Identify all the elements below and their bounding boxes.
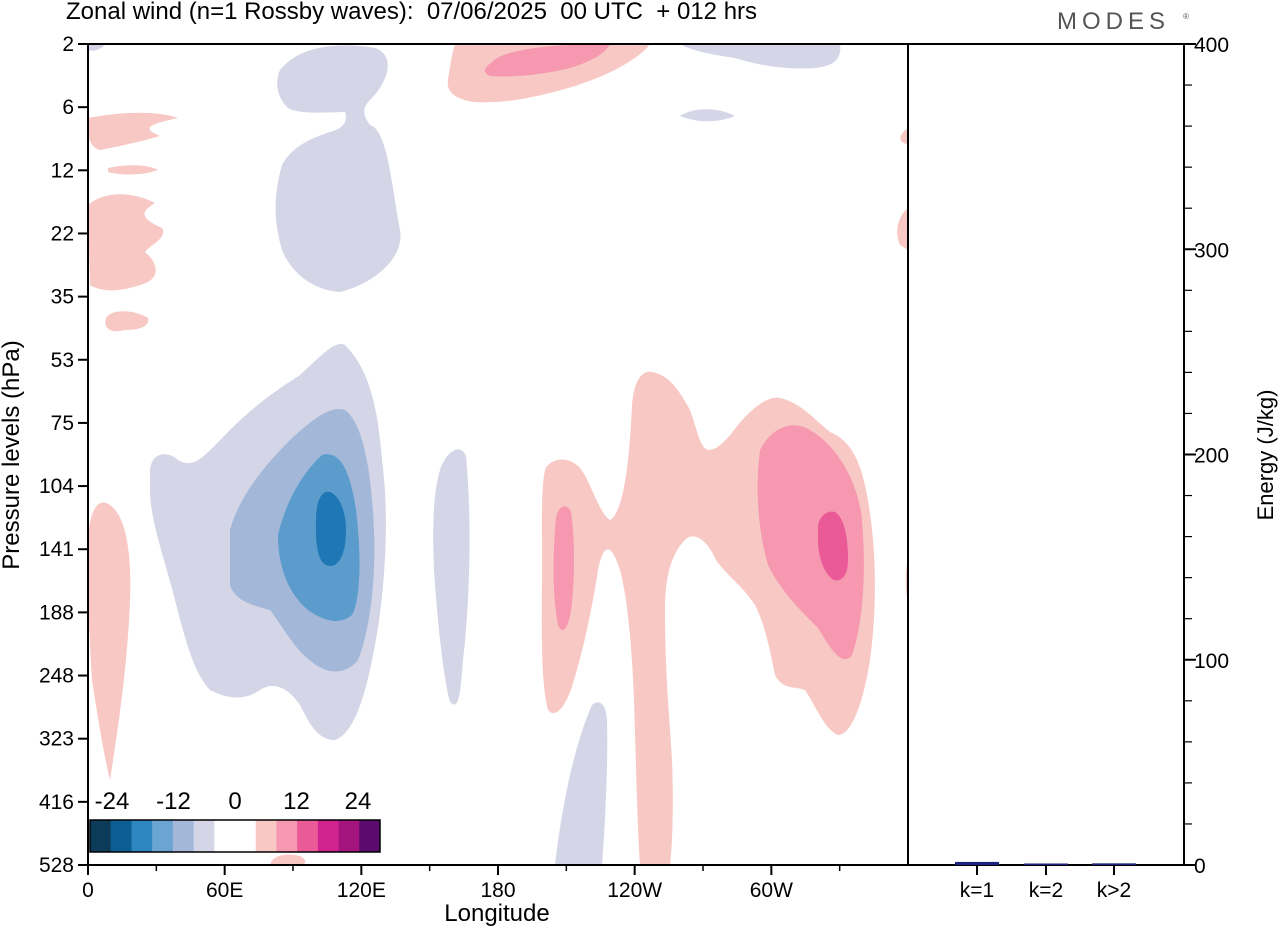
y-tick-label: 141 [39, 538, 74, 561]
neg-contour-main-l4 [315, 491, 346, 566]
pos-contour-main-l2-right [757, 425, 864, 660]
x-tick-label: 0 [82, 879, 94, 902]
neg-contour-top-right-b [680, 109, 735, 122]
y-tick-label: 6 [62, 96, 74, 119]
colorbar-swatch [276, 820, 298, 852]
pos-contour-top-left-b [108, 165, 158, 175]
energy-bar [955, 861, 999, 865]
pos-contour-top-left-c [88, 194, 164, 291]
colorbar-label: -24 [95, 788, 130, 815]
colorbar-swatch [235, 820, 257, 852]
pos-contour-top-left-a [88, 112, 178, 150]
y-tick-label: 12 [51, 159, 74, 182]
energy-tick-label: 0 [1194, 855, 1206, 878]
colorbar-swatch [90, 820, 112, 852]
energy-axis-ticks: 0 100 200 300 400 [1184, 34, 1229, 878]
energy-category-label: k=1 [960, 879, 994, 902]
colorbar-swatch [297, 820, 319, 852]
neg-contour-mid [433, 449, 470, 705]
energy-category-label: k=2 [1029, 879, 1063, 902]
x-tick-label: 120W [607, 879, 662, 902]
colorbar-swatch [131, 820, 153, 852]
x-axis-ticks: 0 60E 120E 180 120W 60W [82, 865, 841, 902]
y-tick-label: 188 [39, 601, 74, 624]
colorbar-label: 24 [345, 788, 372, 815]
colorbar-label: 12 [283, 788, 310, 815]
colorbar-label: 0 [228, 788, 241, 815]
colorbar-swatch [172, 820, 195, 852]
colorbar-swatch [110, 820, 132, 852]
energy-tick-label: 300 [1194, 239, 1229, 262]
energy-bar [1092, 863, 1136, 865]
x-axis-label: Longitude [444, 900, 550, 927]
colorbar-swatch [193, 820, 215, 852]
colorbar-border [89, 819, 381, 853]
colorbar-swatch [317, 820, 340, 852]
x-tick-label: 60E [206, 879, 243, 902]
brand-logo: MODES [1057, 8, 1171, 35]
y-tick-label: 416 [39, 791, 74, 814]
y-tick-label: 35 [51, 286, 74, 309]
neg-contour-top-corner [88, 44, 106, 51]
neg-contour-upper [275, 45, 401, 292]
energy-tick-label: 400 [1194, 34, 1229, 57]
energy-category-label: k>2 [1097, 879, 1131, 902]
colorbar-swatch [214, 820, 236, 852]
x-tick-label: 180 [480, 879, 515, 902]
y-tick-label: 248 [39, 665, 74, 688]
neg-contour-bottom [555, 702, 608, 865]
colorbar-swatch [255, 820, 277, 852]
energy-tick-label: 200 [1194, 445, 1229, 468]
colorbar: -24 -12 0 12 24 [88, 788, 382, 854]
y-tick-label: 2 [62, 33, 74, 56]
brand-registered-mark: ® [1183, 12, 1189, 21]
contour-field [88, 44, 908, 865]
colorbar-swatch [359, 820, 381, 852]
pos-contour-main-l3-right [818, 511, 848, 581]
pos-contour-upper-inner [484, 44, 610, 77]
y-tick-label: 528 [39, 854, 74, 877]
y-tick-label: 75 [51, 412, 74, 435]
colorbar-label: -12 [156, 788, 191, 815]
neg-contour-top-right-a [680, 44, 841, 69]
y-tick-label: 22 [51, 222, 74, 245]
y-tick-label: 323 [39, 728, 74, 751]
y-axis-ticks: 2 6 12 22 35 53 75 104 141 188 248 323 416 528 [39, 33, 88, 877]
chart-title: Zonal wind (n=1 Rossby waves): 07/06/202… [66, 0, 758, 25]
pos-contour-bottom-left [270, 854, 306, 865]
y-tick-label: 104 [39, 475, 74, 498]
pos-contour-right-edge-b [897, 208, 908, 250]
y-tick-label: 53 [51, 349, 74, 372]
pos-contour-left-column [88, 502, 131, 780]
energy-bars: k=1 k=2 k>2 [955, 861, 1136, 902]
energy-bar [1024, 863, 1068, 865]
energy-tick-label: 100 [1194, 650, 1229, 673]
colorbar-swatch [338, 820, 360, 852]
pos-contour-main-l2-left [553, 506, 574, 630]
x-tick-label: 60W [750, 879, 793, 902]
pos-contour-right-edge-a [900, 128, 908, 145]
pos-contour-top-left-d [105, 311, 149, 332]
colorbar-swatch [152, 820, 174, 852]
x-tick-label: 120E [337, 879, 386, 902]
